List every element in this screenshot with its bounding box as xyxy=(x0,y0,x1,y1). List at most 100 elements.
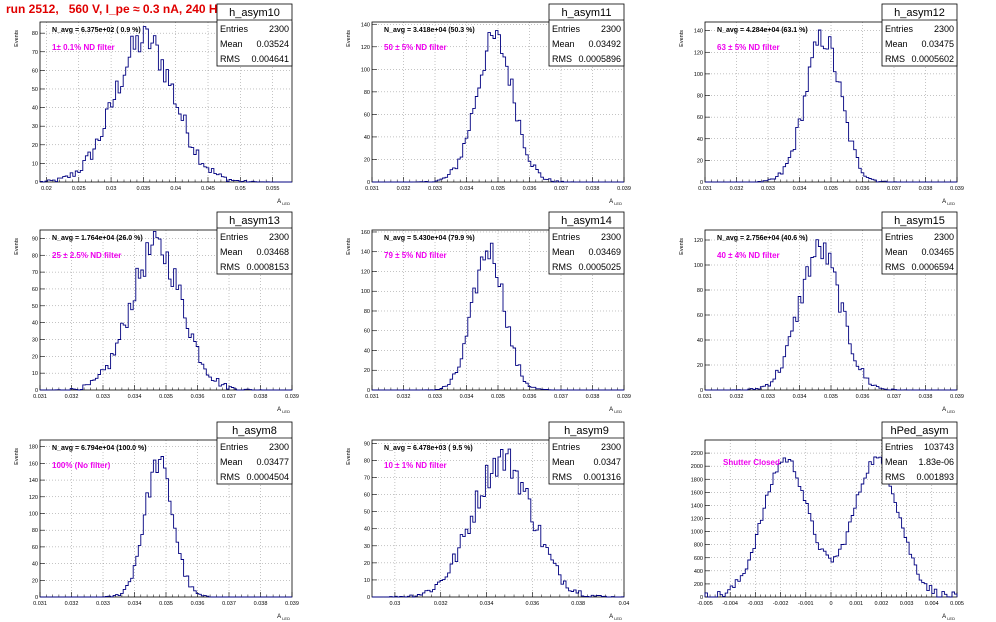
x-tick-label: 0.039 xyxy=(617,394,631,400)
y-tick-label: 30 xyxy=(32,124,38,130)
y-tick-label: 70 xyxy=(364,476,370,482)
x-tick-label: 0.035 xyxy=(491,186,505,192)
x-tick-label: -0.002 xyxy=(773,601,789,607)
x-tick-label: 0.038 xyxy=(571,601,585,607)
x-tick-label: 0.03 xyxy=(106,186,117,192)
stats-label: Mean xyxy=(552,247,575,257)
x-tick-label: 0.037 xyxy=(887,394,901,400)
stats-label: Mean xyxy=(552,457,575,467)
x-tick-label: 0.033 xyxy=(96,601,110,607)
stats-label: RMS xyxy=(220,54,240,64)
x-tick-label: 0.031 xyxy=(365,186,379,192)
y-tick-label: 160 xyxy=(361,230,370,236)
histogram-panel-h_asym9: 0.03 0.032 0.034 0.036 0.038 0.04 0 10 20 30 40 50 6… xyxy=(346,421,630,621)
x-tick-label: 0.039 xyxy=(950,186,964,192)
y-tick-label: 2000 xyxy=(691,464,703,470)
histogram-panel-h_asym14: 0.031 0.032 0.033 0.034 0.035 0.036 0.037 0.038… xyxy=(346,211,631,414)
y-tick-label: 10 xyxy=(32,161,38,167)
x-tick-label: 0.037 xyxy=(222,601,236,607)
x-tick-label: 0.035 xyxy=(824,186,838,192)
stats-value: 2300 xyxy=(934,232,954,242)
x-tick-label: 0.035 xyxy=(137,186,151,192)
y-tick-label: 60 xyxy=(697,115,703,121)
y-tick-label: 2200 xyxy=(691,451,703,457)
x-tick-label: 0.04 xyxy=(619,601,630,607)
stats-value: 0.0006594 xyxy=(911,262,954,272)
stats-label: Mean xyxy=(885,247,908,257)
y-tick-label: 50 xyxy=(32,304,38,310)
stats-value: 2300 xyxy=(269,442,289,452)
histogram-series xyxy=(39,26,292,183)
y-tick-label: 40 xyxy=(364,527,370,533)
x-tick-label: 0.031 xyxy=(33,394,47,400)
stats-label: Mean xyxy=(885,457,908,467)
stats-value: 2300 xyxy=(269,24,289,34)
histogram-title: h_asym9 xyxy=(564,425,609,437)
stats-label: Entries xyxy=(220,442,249,452)
stats-value: 0.03492 xyxy=(588,39,621,49)
y-tick-label: 60 xyxy=(697,313,703,319)
x-tick-label: 0.055 xyxy=(266,186,280,192)
y-tick-label: 0 xyxy=(367,180,370,186)
x-axis-label: A LED xyxy=(609,614,622,621)
stats-box xyxy=(216,211,293,275)
y-tick-label: 400 xyxy=(694,569,703,575)
x-tick-label: 0.034 xyxy=(480,601,494,607)
stats-label: RMS xyxy=(552,54,572,64)
x-tick-label: 0.036 xyxy=(525,601,539,607)
filter-label: 50 ± 5% ND filter xyxy=(384,43,447,52)
stats-value: 0.0005602 xyxy=(911,54,954,64)
histogram-title: h_asym10 xyxy=(229,7,280,19)
x-tick-label: 0.034 xyxy=(128,601,142,607)
x-tick-label: 0.05 xyxy=(235,186,246,192)
x-tick-label: 0.001 xyxy=(849,601,863,607)
y-tick-label: 60 xyxy=(364,112,370,118)
y-tick-label: 80 xyxy=(697,94,703,100)
x-tick-label: 0.039 xyxy=(950,394,964,400)
y-tick-label: 140 xyxy=(361,250,370,256)
y-tick-label: 80 xyxy=(32,253,38,259)
x-tick-label: 0.033 xyxy=(428,186,442,192)
x-tick-label: 0.036 xyxy=(523,394,537,400)
stats-value: 2300 xyxy=(601,442,621,452)
y-tick-label: 180 xyxy=(29,445,38,451)
x-axis-label: A LED xyxy=(942,614,955,621)
histogram-series xyxy=(40,456,292,598)
y-tick-label: 140 xyxy=(29,478,38,484)
x-tick-label: 0.037 xyxy=(554,394,568,400)
y-tick-label: 1400 xyxy=(691,503,703,509)
y-axis-label: Events xyxy=(346,448,352,465)
histogram-series xyxy=(704,456,958,598)
filter-label: 40 ± 4% ND filter xyxy=(717,251,780,260)
stats-label: RMS xyxy=(885,472,905,482)
stats-label: Entries xyxy=(885,232,914,242)
y-tick-label: 1600 xyxy=(691,490,703,496)
x-tick-label: 0.025 xyxy=(72,186,86,192)
histogram-panel-hPed_asym: -0.005 -0.004 -0.003 -0.002 -0.001 0 0.001 0.00… xyxy=(691,421,964,621)
stats-box xyxy=(881,3,958,67)
y-tick-label: 10 xyxy=(32,371,38,377)
y-tick-label: 60 xyxy=(364,493,370,499)
y-tick-label: 40 xyxy=(32,106,38,112)
x-tick-label: 0.035 xyxy=(159,394,173,400)
x-tick-label: 0.038 xyxy=(586,186,600,192)
y-tick-label: 1000 xyxy=(691,530,703,536)
stats-value: 0.001893 xyxy=(916,472,954,482)
navg-label: N_avg = 5.430e+04 (79.9 %) xyxy=(384,235,475,242)
y-tick-label: 20 xyxy=(364,368,370,374)
x-tick-label: 0.002 xyxy=(875,601,889,607)
y-tick-label: 50 xyxy=(32,87,38,93)
y-tick-label: 80 xyxy=(32,528,38,534)
x-tick-label: -0.004 xyxy=(722,601,738,607)
y-tick-label: 60 xyxy=(32,68,38,74)
y-tick-label: 80 xyxy=(364,309,370,315)
y-tick-label: 10 xyxy=(364,578,370,584)
plot-frame xyxy=(39,21,293,183)
x-tick-label: 0.035 xyxy=(159,601,173,607)
x-tick-label: 0.036 xyxy=(191,394,205,400)
y-tick-label: 60 xyxy=(32,545,38,551)
stats-value: 2300 xyxy=(601,232,621,242)
x-tick-label: 0.031 xyxy=(365,394,379,400)
stats-value: 0.03477 xyxy=(256,457,289,467)
